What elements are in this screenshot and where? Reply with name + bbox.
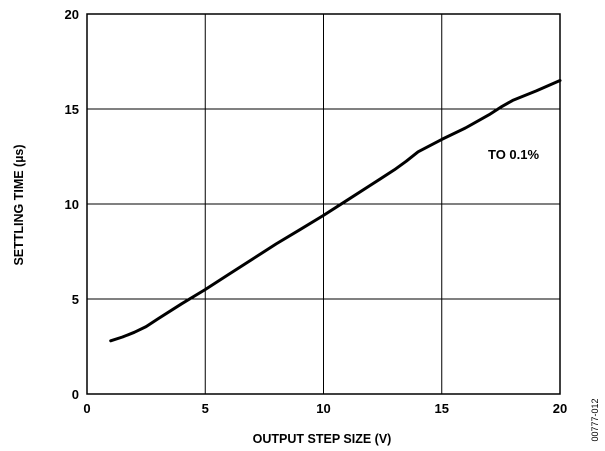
grid-lines <box>87 14 560 394</box>
x-axis-label: OUTPUT STEP SIZE (V) <box>253 432 392 446</box>
y-tick-label-10: 10 <box>65 197 79 212</box>
y-tick-label-0: 0 <box>72 387 79 402</box>
series-layer <box>109 79 562 343</box>
x-tick-label-20: 20 <box>553 401 567 416</box>
plot-frame <box>86 13 561 395</box>
y-tick-labels: 0 5 10 15 20 <box>65 7 79 402</box>
series-line-0 <box>109 79 562 343</box>
x-tick-label-0: 0 <box>83 401 90 416</box>
x-tick-label-10: 10 <box>316 401 330 416</box>
annotation-to-0-1-percent: TO 0.1% <box>488 147 540 162</box>
x-tick-label-5: 5 <box>202 401 209 416</box>
figure-id: 00777-012 <box>590 398 600 441</box>
x-tick-labels: 0 5 10 15 20 <box>83 401 567 416</box>
y-tick-label-15: 15 <box>65 102 79 117</box>
y-tick-label-5: 5 <box>72 292 79 307</box>
x-tick-label-15: 15 <box>435 401 449 416</box>
y-axis-label: SETTLING TIME (µs) <box>12 144 26 265</box>
y-tick-label-20: 20 <box>65 7 79 22</box>
